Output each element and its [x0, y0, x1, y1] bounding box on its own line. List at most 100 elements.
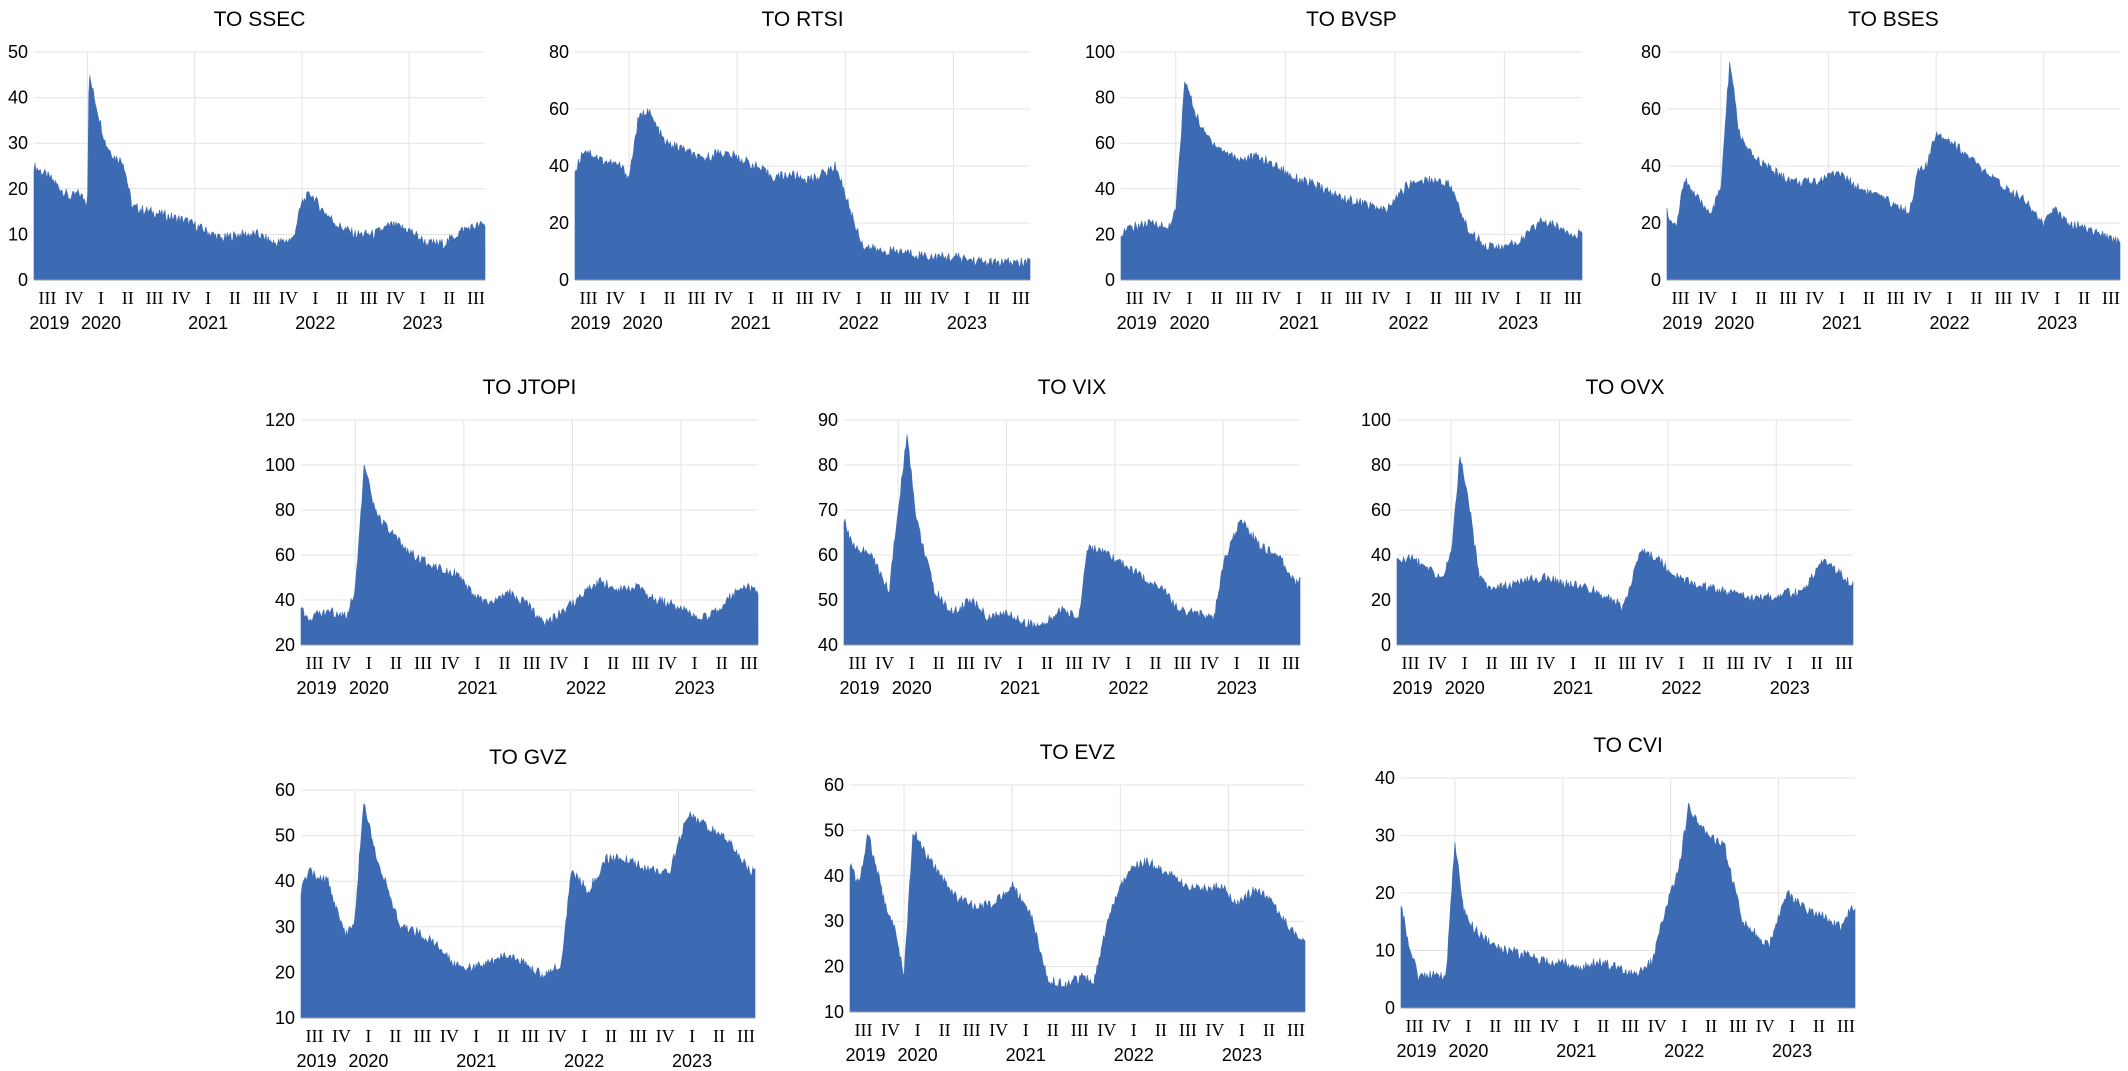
quarter-tick-label: II	[1430, 288, 1442, 308]
quarter-tick-label: I	[1573, 1016, 1579, 1036]
quarter-tick-label: II	[1811, 653, 1823, 673]
year-tick-label: 2020	[349, 678, 389, 698]
quarter-tick-label: II	[1863, 288, 1875, 308]
quarter-tick-label: IV	[875, 653, 894, 673]
quarter-tick-label: III	[414, 653, 432, 673]
year-tick-label: 2019	[1662, 313, 1702, 333]
year-tick-label: 2021	[1553, 678, 1593, 698]
series-area	[300, 464, 759, 646]
year-tick-label: 2019	[845, 1045, 885, 1065]
chart-title: TO BVSP	[1306, 8, 1397, 31]
quarter-tick-label: IV	[332, 653, 351, 673]
y-tick-label: 30	[1375, 826, 1395, 846]
year-tick-label: 2021	[1279, 313, 1319, 333]
quarter-tick-label: II	[499, 653, 511, 673]
quarter-tick-label: IV	[440, 1026, 459, 1046]
year-tick-label: 2021	[1822, 313, 1862, 333]
quarter-tick-label: III	[796, 288, 814, 308]
quarter-tick-label: II	[1705, 1016, 1717, 1036]
year-tick-label: 2020	[81, 313, 121, 333]
y-tick-label: 50	[275, 826, 295, 846]
quarter-tick-label: III	[688, 288, 706, 308]
chart-title: TO VIX	[1038, 376, 1106, 399]
quarter-tick-label: IV	[1428, 653, 1447, 673]
quarter-tick-label: IV	[1432, 1016, 1451, 1036]
quarter-tick-label: II	[1594, 653, 1606, 673]
y-tick-label: 80	[549, 42, 569, 62]
year-tick-label: 2022	[1114, 1045, 1154, 1065]
quarter-tick-label: II	[1597, 1016, 1609, 1036]
quarter-tick-label: II	[1263, 1020, 1275, 1040]
quarter-tick-label: III	[1012, 288, 1030, 308]
year-tick-label: 2021	[1006, 1045, 1046, 1065]
quarter-tick-label: I	[1787, 653, 1793, 673]
chart-title: TO OVX	[1586, 376, 1665, 399]
y-tick-label: 40	[275, 871, 295, 891]
quarter-tick-label: I	[365, 1026, 371, 1046]
y-tick-label: 80	[1641, 42, 1661, 62]
quarter-tick-label: I	[1681, 1016, 1687, 1036]
quarter-tick-label: II	[605, 1026, 617, 1046]
chart-title: TO BSES	[1848, 8, 1939, 31]
quarter-tick-label: III	[467, 288, 485, 308]
quarter-tick-label: III	[1405, 1016, 1423, 1036]
quarter-tick-label: III	[306, 653, 324, 673]
quarter-tick-label: IV	[65, 288, 84, 308]
y-tick-label: 80	[818, 455, 838, 475]
year-tick-label: 2022	[1389, 313, 1429, 333]
quarter-tick-label: II	[1813, 1016, 1825, 1036]
year-tick-label: 2023	[2037, 313, 2077, 333]
quarter-tick-label: IV	[1540, 1016, 1559, 1036]
quarter-tick-label: III	[1287, 1020, 1305, 1040]
year-tick-label: 2022	[564, 1051, 604, 1071]
quarter-tick-label: III	[1837, 1016, 1855, 1036]
y-tick-label: 20	[1641, 213, 1661, 233]
quarter-tick-label: III	[1994, 288, 2012, 308]
quarter-tick-label: IV	[2021, 288, 2040, 308]
year-tick-label: 2023	[1217, 678, 1257, 698]
series-area	[849, 831, 1306, 1013]
quarter-tick-label: I	[1465, 1016, 1471, 1036]
quarter-tick-label: III	[1564, 288, 1582, 308]
year-tick-label: 2022	[566, 678, 606, 698]
quarter-tick-label: II	[1755, 288, 1767, 308]
series-area	[33, 75, 486, 281]
year-tick-label: 2022	[1664, 1041, 1704, 1061]
quarter-tick-label: III	[1282, 653, 1300, 673]
y-tick-label: 20	[275, 962, 295, 982]
quarter-tick-label: IV	[279, 288, 298, 308]
y-tick-label: 90	[818, 410, 838, 430]
series-area	[843, 434, 1301, 646]
quarter-tick-label: I	[1731, 288, 1737, 308]
y-tick-label: 50	[8, 42, 28, 62]
year-tick-label: 2020	[623, 313, 663, 333]
quarter-tick-label: III	[737, 1026, 755, 1046]
quarter-tick-label: II	[988, 288, 1000, 308]
year-tick-label: 2021	[1000, 678, 1040, 698]
y-tick-label: 100	[1085, 42, 1115, 62]
quarter-tick-label: IV	[930, 288, 949, 308]
quarter-tick-label: I	[1462, 653, 1468, 673]
quarter-tick-label: II	[1539, 288, 1551, 308]
y-tick-label: 50	[818, 590, 838, 610]
quarter-tick-label: IV	[332, 1026, 351, 1046]
quarter-tick-label: II	[1320, 288, 1332, 308]
y-tick-label: 100	[1361, 410, 1391, 430]
quarter-tick-label: III	[2102, 288, 2120, 308]
quarter-tick-label: III	[849, 653, 867, 673]
quarter-tick-label: II	[607, 653, 619, 673]
quarter-tick-label: I	[1406, 288, 1412, 308]
quarter-tick-label: I	[964, 288, 970, 308]
quarter-tick-label: II	[939, 1020, 951, 1040]
year-tick-label: 2020	[1448, 1041, 1488, 1061]
y-tick-label: 0	[18, 270, 28, 290]
year-tick-label: 2019	[1396, 1041, 1436, 1061]
year-tick-label: 2020	[348, 1051, 388, 1071]
y-tick-label: 60	[549, 99, 569, 119]
quarter-tick-label: II	[1489, 1016, 1501, 1036]
year-tick-label: 2022	[295, 313, 335, 333]
quarter-tick-label: I	[856, 288, 862, 308]
